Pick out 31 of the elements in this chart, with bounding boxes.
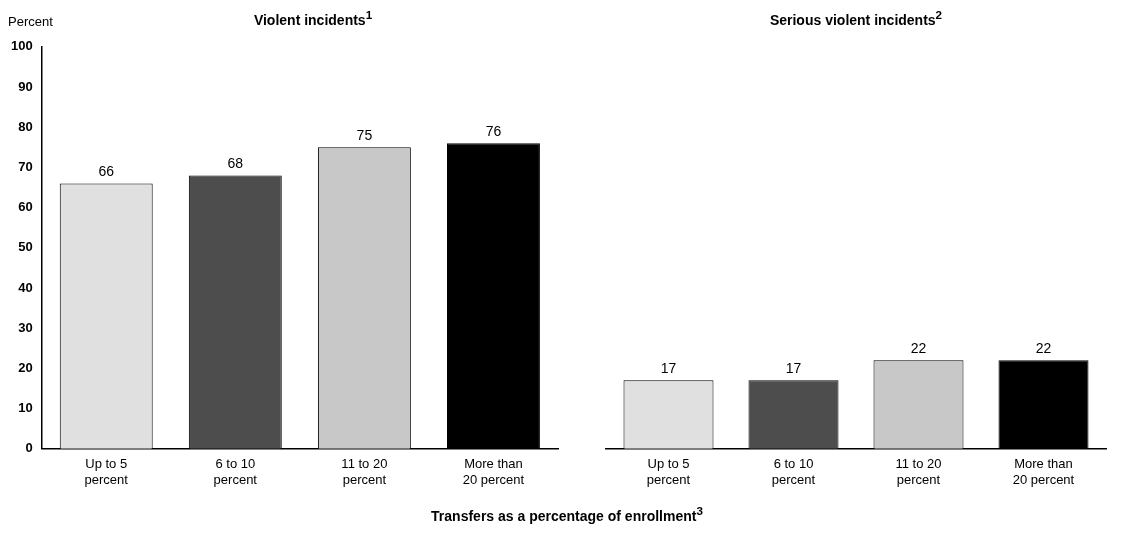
x-tick-label: Up to 5 percent (646, 456, 691, 487)
y-tick-label: 90 (18, 78, 33, 94)
x-tick-label: 11 to 20 percent (895, 456, 942, 487)
x-axis-title: Transfers as a percentage of enrollment$^{3}$ (430, 504, 704, 524)
data-label: 22 (1035, 340, 1052, 357)
data-label: 17 (660, 360, 677, 377)
data-label: 17 (785, 360, 802, 377)
y-axis-title: Percent (8, 14, 53, 29)
data-label: 22 (910, 340, 927, 357)
y-tick-label: 70 (18, 158, 33, 174)
data-label: 76 (485, 123, 502, 140)
y-tick-label: 20 (18, 359, 33, 375)
chart-title: Serious violent incidents$^{2}$ (768, 8, 944, 28)
y-tick-label: 0 (25, 440, 33, 456)
x-tick-label: Up to 5 percent (84, 456, 129, 487)
y-tick-label: 30 (18, 319, 33, 335)
y-tick-label: 100 (10, 38, 33, 54)
x-tick-label: 6 to 10 percent (213, 456, 258, 487)
y-tick-label: 50 (18, 239, 33, 255)
data-label: 75 (356, 127, 373, 144)
chart-title: Violent incidents$^{1}$ (252, 8, 374, 28)
data-label: 66 (98, 163, 115, 180)
x-tick-label: More than 20 percent (462, 456, 525, 487)
x-tick-label: 6 to 10 percent (771, 456, 816, 487)
y-tick-label: 40 (18, 279, 33, 295)
y-tick-label: 60 (18, 199, 33, 215)
y-tick-label: 80 (18, 118, 33, 134)
data-label: 68 (227, 155, 244, 172)
y-tick-label: 10 (18, 400, 33, 416)
x-tick-label: More than 20 percent (1012, 456, 1075, 487)
x-tick-label: 11 to 20 percent (341, 456, 388, 487)
